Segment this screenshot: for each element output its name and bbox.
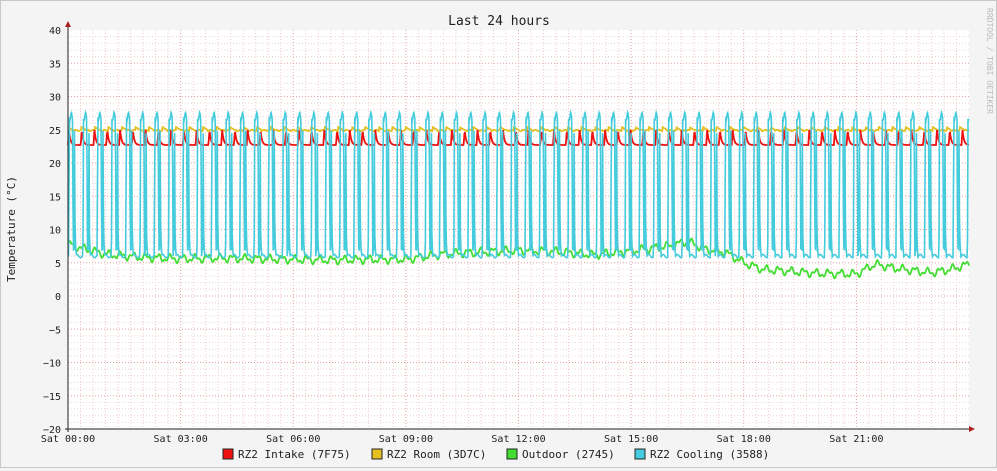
legend-swatch [506, 448, 518, 460]
y-tick-label: 35 [49, 59, 61, 70]
x-tick-labels: Sat 00:00 Sat 03:00 Sat 06:00 Sat 09:00 Sat … [41, 434, 884, 445]
y-tick-label: −20 [43, 425, 61, 436]
y-tick-label: 0 [55, 292, 61, 303]
y-axis-label: Temperature (°C) [5, 176, 18, 282]
y-axis-arrow [65, 21, 71, 27]
x-tick-label: Sat 00:00 [41, 434, 95, 445]
x-tick-label: Sat 09:00 [379, 434, 433, 445]
watermark: RRDTOOL / TOBI OETIKER [985, 8, 994, 114]
legend-label: RZ2 Cooling (3588) [650, 448, 769, 461]
series-line-intake [67, 129, 970, 146]
y-tick-labels: 40 35 30 25 20 15 10 5 0 −5 −10 −15 −20 [43, 26, 61, 436]
y-tick-label: 25 [49, 126, 61, 137]
y-tick-label: 30 [49, 93, 61, 104]
y-tick-label: −15 [43, 392, 61, 403]
x-tick-label: Sat 21:00 [829, 434, 883, 445]
axes [65, 21, 975, 432]
x-tick-label: Sat 12:00 [491, 434, 545, 445]
grid [68, 30, 969, 429]
y-tick-label: 15 [49, 192, 61, 203]
legend-label: Outdoor (2745) [522, 448, 615, 461]
y-tick-label: −5 [49, 325, 61, 336]
x-tick-label: Sat 06:00 [266, 434, 320, 445]
legend-swatch [222, 448, 234, 460]
series-line-cooling [67, 109, 970, 260]
x-tick-label: Sat 15:00 [604, 434, 658, 445]
y-tick-label: 20 [49, 159, 61, 170]
x-axis-arrow [969, 426, 975, 432]
legend-label: RZ2 Room (3D7C) [387, 448, 486, 461]
legend-swatch [371, 448, 383, 460]
x-tick-label: Sat 18:00 [717, 434, 771, 445]
legend-swatch [634, 448, 646, 460]
series-line-room [67, 125, 969, 133]
y-tick-label: 40 [49, 26, 61, 37]
legend: RZ2 Intake (7F75) RZ2 Room (3D7C) Outdoor … [222, 448, 769, 461]
series-layer [67, 109, 970, 280]
y-tick-label: 10 [49, 226, 61, 237]
x-tick-label: Sat 03:00 [154, 434, 208, 445]
chart-title: Last 24 hours [448, 14, 550, 29]
y-tick-label: 5 [55, 259, 61, 270]
legend-label: RZ2 Intake (7F75) [238, 448, 351, 461]
y-tick-label: −10 [43, 359, 61, 370]
